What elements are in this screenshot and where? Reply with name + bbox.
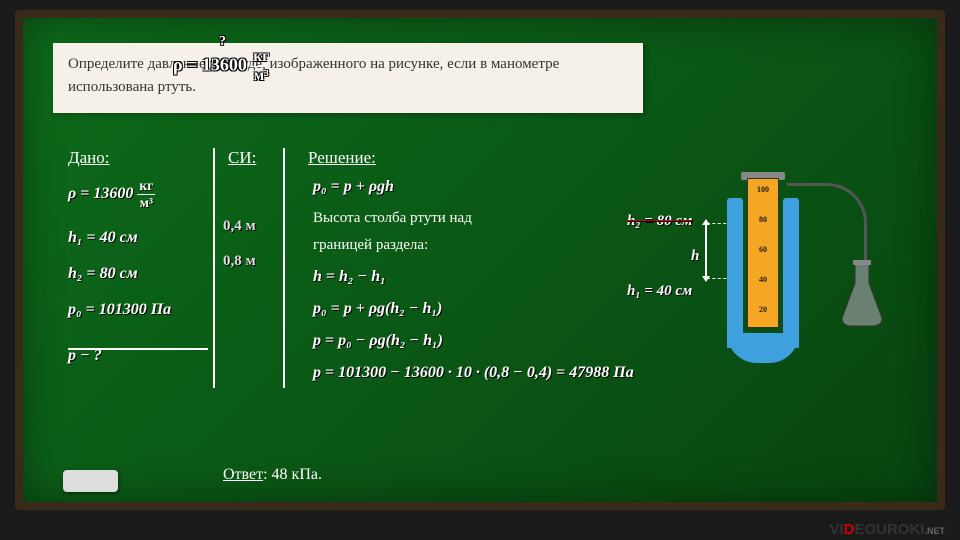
wm-net: .NET [924, 526, 945, 536]
si-h1: 0,4 м [223, 218, 256, 235]
connecting-tube [787, 183, 867, 263]
manometer-diagram: h₂ = 80 см h₁ = 40 см h 100 80 60 40 20 [627, 168, 887, 388]
overlay-den: м³ [251, 67, 271, 85]
problem-card: Определите давление в сосуде, изображенн… [53, 43, 643, 113]
diagram-h2: h₂ = 80 см [627, 213, 692, 230]
si-label: СИ: [228, 148, 256, 168]
diagram-h1: h₁ = 40 см [627, 283, 692, 300]
given-column: ρ = 13600 кгм³ h₁ = 40 см h₂ = 80 см p₀ … [68, 178, 171, 383]
answer: Ответ: 48 кПа. [223, 466, 322, 484]
si-column: 0,4 м 0,8 м [223, 218, 256, 288]
height-arrow [705, 223, 707, 278]
watermark: VIDEOUROKI.NET [829, 521, 945, 538]
given-p0: p₀ = 101300 Па [68, 301, 171, 319]
si-h2: 0,8 м [223, 253, 256, 270]
overlay-qmark: ? [219, 34, 226, 50]
given-label: Дано: [68, 148, 109, 168]
wm-1: VI [829, 521, 843, 538]
chalkboard: Определите давление в сосуде, изображенн… [15, 10, 945, 510]
u-left [727, 198, 743, 348]
divider-2 [283, 148, 285, 388]
eq1: p₀ = p + ρgh [313, 178, 634, 196]
sol-text1: Высота столба ртути над [313, 210, 634, 227]
eq5: p = 101300 − 13600 · 10 · (0,8 − 0,4) = … [313, 364, 634, 382]
sol-text2: границей раздела: [313, 237, 634, 254]
tick-100: 100 [748, 185, 778, 194]
eq4: p = p₀ − ρg(h₂ − h₁) [313, 332, 634, 350]
overlay-rho: ? ρ = 13600 кгм³ [173, 48, 271, 85]
given-rho: ρ = 13600 кгм³ [68, 178, 171, 211]
eq3: p₀ = p + ρg(h₂ − h₁) [313, 300, 634, 318]
divider-1 [213, 148, 215, 388]
wm-2: D [844, 521, 855, 538]
problem-line1: Определите давление в сосуде, изображенн… [68, 56, 559, 72]
given-h1: h₁ = 40 см [68, 229, 171, 247]
eq2: h = h₂ − h₁ [313, 268, 634, 286]
given-find: p − ? [68, 347, 171, 365]
given-h2: h₂ = 80 см [68, 265, 171, 283]
eraser-icon [63, 470, 118, 492]
answer-value: : 48 кПа. [263, 466, 322, 483]
answer-label: Ответ [223, 466, 263, 483]
solution-column: p₀ = p + ρgh Высота столба ртути над гра… [313, 178, 634, 396]
u-bottom [727, 333, 799, 363]
diagram-h: h [691, 248, 699, 265]
overlay-num: кг [251, 48, 271, 67]
wm-3: EOUROKI [854, 521, 924, 538]
overlay-rho-val: ρ = 13600 [173, 55, 247, 75]
solution-label: Решение: [308, 148, 376, 168]
flask-icon [837, 258, 887, 328]
